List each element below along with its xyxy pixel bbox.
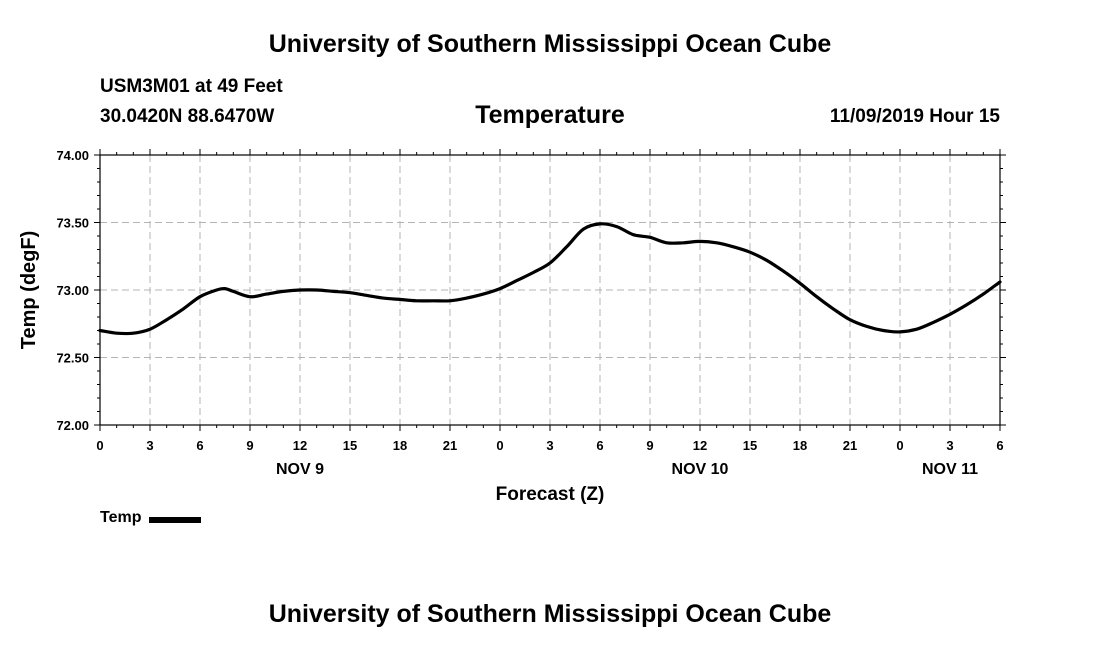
- chart-axes: 72.00 72.50 73.00 73.50 74.00 0 3 6 9 12 15 18 21 0 3 6…: [56, 148, 1006, 478]
- x-tick-label: 12: [293, 438, 307, 453]
- x-tick-label: 6: [196, 438, 203, 453]
- coordinates-label: 30.0420N 88.6470W: [100, 106, 275, 127]
- series-layer: [98, 222, 1002, 336]
- x-tick-label: 18: [793, 438, 807, 453]
- x-tick-label: 6: [596, 438, 603, 453]
- chart-title: Temperature: [475, 101, 625, 129]
- plot-frame: [99, 154, 1001, 426]
- y-tick-label: 73.00: [56, 283, 89, 298]
- x-axis-label: Forecast (Z): [496, 484, 605, 505]
- x-tick-label: 9: [246, 438, 253, 453]
- x-tick-label: 21: [843, 438, 857, 453]
- series-line-temp: [98, 222, 1002, 336]
- page-title: University of Southern Mississippi Ocean…: [268, 30, 832, 58]
- x-tick-label: 3: [146, 438, 153, 453]
- grid-lines: [100, 155, 1000, 425]
- legend-swatch-temp: [149, 516, 202, 523]
- y-tick-label: 72.50: [56, 351, 89, 366]
- x-tick-label: 0: [96, 438, 103, 453]
- x-tick-label: 15: [343, 438, 357, 453]
- y-tick-label: 74.00: [56, 148, 89, 163]
- station-label: USM3M01 at 49 Feet: [100, 76, 283, 97]
- date-label: NOV 9: [276, 461, 324, 478]
- x-tick-label: 18: [393, 438, 407, 453]
- y-axis-label: Temp (degF): [18, 231, 40, 350]
- legend-label-temp: Temp: [100, 509, 142, 526]
- x-tick-label: 15: [743, 438, 757, 453]
- x-tick-label: 3: [946, 438, 953, 453]
- x-tick-label: 21: [443, 438, 457, 453]
- date-label: NOV 11: [922, 461, 978, 478]
- footer-title: University of Southern Mississippi Ocean…: [268, 600, 832, 628]
- x-tick-label: 6: [996, 438, 1003, 453]
- date-label: NOV 10: [672, 461, 729, 478]
- x-tick-label: 12: [693, 438, 707, 453]
- y-tick-label: 72.00: [56, 418, 89, 433]
- x-tick-label: 0: [496, 438, 503, 453]
- y-tick-label: 73.50: [56, 216, 89, 231]
- x-tick-label: 0: [896, 438, 903, 453]
- forecast-datetime: 11/09/2019 Hour 15: [829, 106, 1000, 127]
- x-tick-label: 9: [646, 438, 653, 453]
- x-tick-label: 3: [546, 438, 553, 453]
- legend: Temp: [100, 509, 202, 527]
